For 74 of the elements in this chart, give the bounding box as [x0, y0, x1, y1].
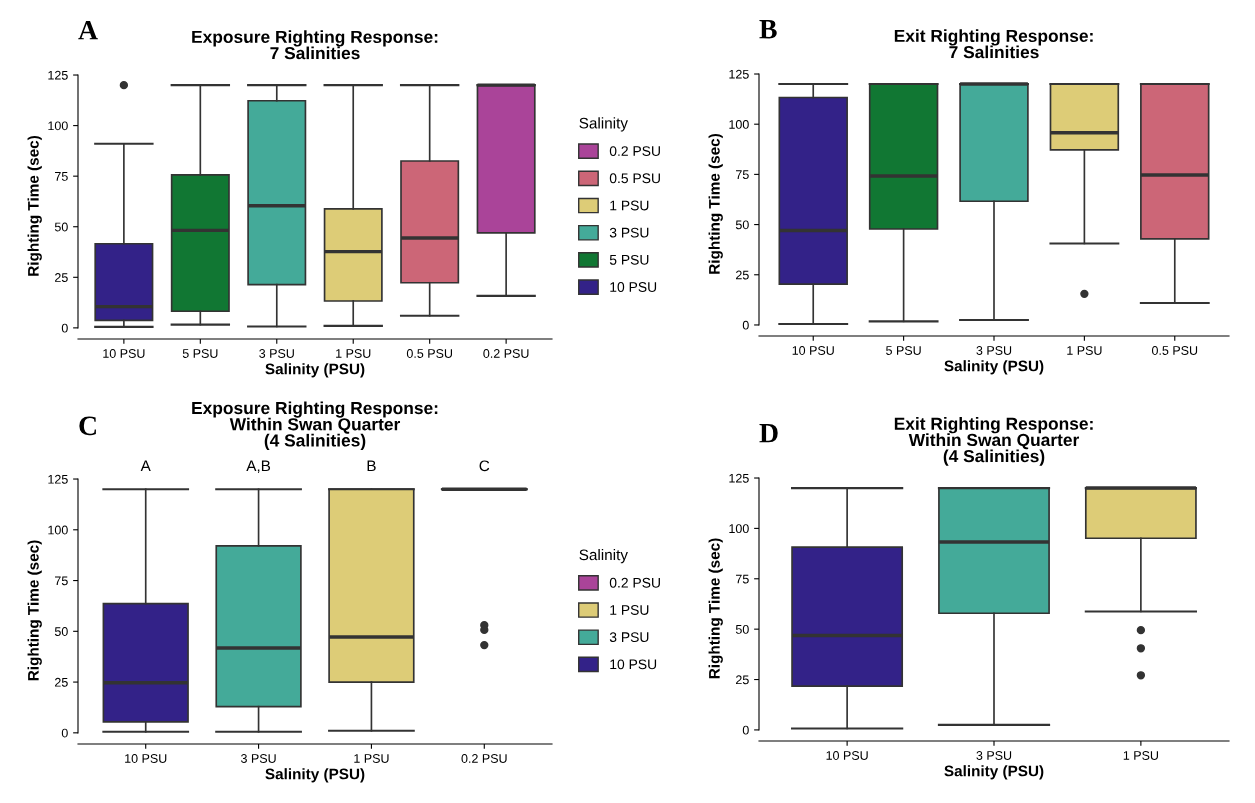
y-axis-title: Righting Time (sec): [708, 134, 723, 274]
legend-title: Salinity: [579, 117, 628, 132]
x-tick-label: 10 PSU: [125, 754, 167, 763]
y-tick-label: 50: [54, 222, 68, 232]
y-tick-label: 75: [736, 574, 749, 584]
legend-label: 0.2 PSU: [609, 146, 660, 156]
legend-label: 10 PSU: [610, 659, 657, 670]
x-tick-label: 10 PSU: [826, 751, 868, 760]
y-tick-label: 125: [48, 70, 68, 80]
y-tick-label: 100: [729, 120, 749, 129]
y-tick-label: 125: [48, 474, 68, 484]
legend-label: 10 PSU: [610, 282, 657, 292]
legend-label: 0.5 PSU: [609, 173, 660, 184]
chart-title: Exposure Righting Response: 7 Salinities: [192, 30, 438, 60]
text: A: [78, 20, 98, 40]
y-tick-label: 0: [742, 725, 749, 735]
x-tick-label: 3 PSU: [976, 346, 1012, 355]
y-tick-label: 0: [61, 728, 68, 738]
legend-title: Salinity: [579, 549, 628, 564]
y-tick-label: 50: [54, 627, 68, 636]
x-tick-label: 0.5 PSU: [406, 349, 452, 358]
y-tick-label: 25: [736, 675, 749, 685]
x-tick-label: 0.2 PSU: [483, 349, 529, 358]
x-tick-label: 0.5 PSU: [1151, 346, 1198, 355]
y-axis-title: Righting Time (sec): [708, 538, 723, 679]
legend-label: 0.2 PSU: [609, 577, 660, 588]
y-tick-label: 0: [742, 320, 749, 330]
y-tick-label: 125: [729, 69, 749, 79]
legend-label: 3 PSU: [609, 632, 649, 643]
y-tick-label: 125: [729, 473, 749, 483]
y-tick-label: 25: [55, 273, 68, 282]
y-tick-label: 50: [735, 624, 749, 634]
y-tick-label: 75: [736, 170, 749, 180]
x-tick-label: 10 PSU: [103, 349, 145, 358]
x-tick-label: 3 PSU: [976, 751, 1012, 760]
x-axis-title: Salinity (PSU): [265, 363, 365, 378]
y-axis-title: Righting Time (sec): [27, 136, 42, 276]
text: A,B: [246, 460, 271, 474]
text: B: [759, 20, 777, 39]
x-tick-label: 1 PSU: [1067, 346, 1102, 355]
y-tick-label: 75: [55, 576, 68, 586]
x-tick-label: 0.2 PSU: [461, 754, 507, 763]
text: C: [479, 460, 490, 472]
text: C: [79, 416, 96, 436]
x-axis-title: Salinity (PSU): [265, 768, 365, 783]
legend-label: 5 PSU: [609, 254, 649, 265]
x-tick-label: 5 PSU: [182, 349, 218, 358]
chart-title: Exit Righting Response: 7 Salinities: [894, 29, 1093, 59]
y-tick-label: 50: [735, 220, 749, 230]
chart-title: Exit Righting Response: Within Swan Quarter (4 Salinities): [894, 417, 1093, 466]
legend-label: 1 PSU: [610, 200, 649, 211]
y-tick-label: 100: [48, 121, 68, 131]
x-tick-label: 3 PSU: [259, 349, 294, 358]
y-tick-label: 75: [55, 172, 68, 181]
x-axis-title: Salinity (PSU): [944, 765, 1044, 780]
y-tick-label: 0: [61, 323, 68, 333]
y-tick-label: 100: [48, 525, 68, 535]
x-tick-label: 1 PSU: [336, 349, 371, 358]
x-tick-label: 1 PSU: [1123, 751, 1158, 760]
legend-label: 1 PSU: [610, 605, 649, 615]
y-tick-label: 100: [729, 524, 749, 534]
x-tick-label: 5 PSU: [886, 346, 921, 355]
legend-label: 3 PSU: [609, 227, 649, 238]
text: A: [140, 460, 151, 472]
y-tick-label: 25: [736, 270, 749, 280]
y-axis-title: Righting Time (sec): [27, 540, 42, 681]
x-tick-label: 10 PSU: [792, 346, 834, 355]
x-axis-title: Salinity (PSU): [944, 360, 1044, 375]
chart-title: Exposure Righting Response: Within Swan Quarter (4 Salinities): [192, 401, 438, 451]
x-tick-label: 3 PSU: [240, 754, 276, 763]
text: B: [367, 460, 376, 472]
y-tick-label: 25: [55, 677, 68, 687]
x-tick-label: 1 PSU: [354, 754, 389, 763]
text: D: [759, 424, 778, 443]
